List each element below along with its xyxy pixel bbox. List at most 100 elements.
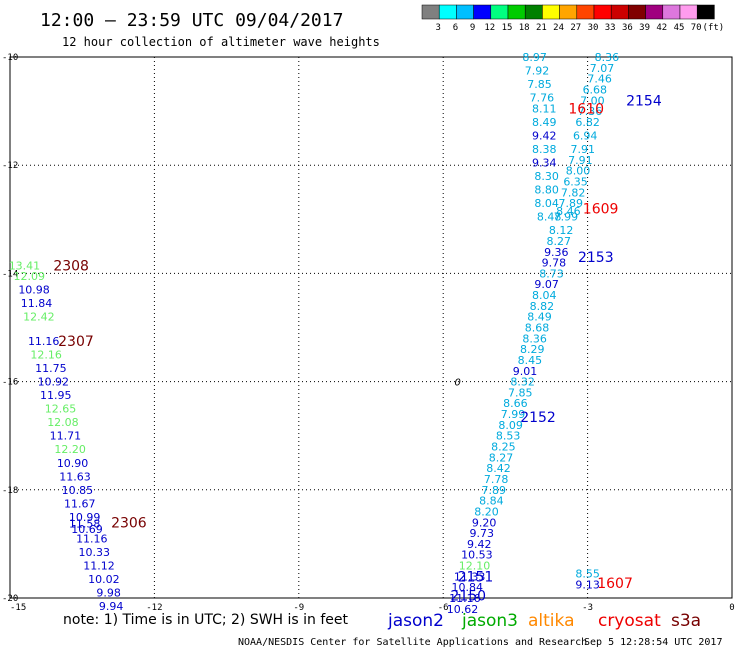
colorbar-swatch xyxy=(507,4,526,20)
wave-height-value: 9.94 xyxy=(99,600,124,613)
wave-height-value: 7.36 xyxy=(578,105,603,118)
colorbar-swatch xyxy=(679,4,698,20)
colorbar-label: 30 xyxy=(588,23,599,33)
colorbar-label: 39 xyxy=(639,23,650,33)
track-label: 2153 xyxy=(578,250,614,266)
wave-height-value: 8.84 xyxy=(479,495,504,508)
wave-height-value: 11.67 xyxy=(64,497,96,510)
track-label: 1607 xyxy=(597,576,633,592)
legend-entry: s3a xyxy=(671,611,701,631)
wave-height-value: 13.41 xyxy=(9,259,41,272)
track-label: 1610 xyxy=(568,101,604,117)
colorbar-label: 45 xyxy=(674,23,685,33)
track-label: 2151 xyxy=(458,569,494,585)
wave-height-value: 11.16 xyxy=(76,532,108,545)
wave-height-value: 8.55 xyxy=(575,568,600,581)
x-tick-label: -15 xyxy=(10,603,26,613)
wave-height-value: 11.71 xyxy=(50,430,82,443)
wave-height-value: 11.16 xyxy=(449,592,481,605)
colorbar-label: 24 xyxy=(553,23,564,33)
wave-height-value: 8.04 xyxy=(532,289,557,302)
legend-entry: jason2 xyxy=(387,611,444,631)
colorbar-label: 36 xyxy=(622,23,633,33)
colorbar-label: 27 xyxy=(570,23,581,33)
track-labels: 2308 2307 2306 1610 2154 1609 2153 2152 2151 2150… xyxy=(53,93,662,604)
wave-height-value: 10.99 xyxy=(69,511,101,524)
x-tick-label: 0 xyxy=(729,603,734,613)
wave-height-value: 10.62 xyxy=(447,603,479,616)
wave-height-value: 9.42 xyxy=(467,538,492,551)
wave-height-value: 10.02 xyxy=(88,573,120,586)
colorbar-label: 9 xyxy=(470,23,475,33)
wave-height-values: 13.4112.0910.9811.8412.4211.1612.1611.75… xyxy=(9,51,619,616)
wave-height-value: 8.11 xyxy=(532,102,557,115)
wave-height-value: 8.80 xyxy=(534,184,559,197)
track-label: 1609 xyxy=(583,201,619,217)
colorbar-label: 3 xyxy=(435,23,440,33)
x-tick-label: -6 xyxy=(438,603,449,613)
colorbar-swatch xyxy=(490,4,509,20)
colorbar-swatch xyxy=(610,4,629,20)
wave-height-value: 8.27 xyxy=(546,235,571,248)
wave-height-value: 12.65 xyxy=(45,403,77,416)
wave-height-value: 8.27 xyxy=(489,451,514,464)
wave-height-value: 8.53 xyxy=(496,430,521,443)
color-scale-bar: 3 6 9 12 15 18 21 24 27 30 33 36 39 42 45 70 (ft) xyxy=(421,4,725,33)
footer-note: note: 1) Time is in UTC; 2) SWH is in fe… xyxy=(63,612,349,628)
wave-height-value: 9.01 xyxy=(513,365,538,378)
legend-entry: jason3 xyxy=(461,611,518,631)
wave-height-value: 8.73 xyxy=(539,267,564,280)
colorbar-swatch xyxy=(576,4,595,20)
legend-entry: altika xyxy=(528,611,575,631)
wave-height-value: 8.49 xyxy=(527,311,552,324)
wave-height-value: 10.90 xyxy=(57,457,89,470)
colorbar-swatch xyxy=(473,4,492,20)
x-tick-label: -3 xyxy=(582,603,593,613)
wave-height-value: 8.00 xyxy=(566,165,591,178)
wave-height-value: 8.66 xyxy=(503,397,528,410)
wave-height-value: 8.12 xyxy=(549,224,574,237)
wave-height-value: 8.20 xyxy=(474,505,499,518)
wave-height-value: 8.04 xyxy=(534,197,559,210)
wave-height-value: 7.99 xyxy=(501,408,526,421)
wave-height-value: 10.33 xyxy=(78,546,110,559)
wave-height-value: 8.42 xyxy=(486,462,511,475)
y-tick-label: -10 xyxy=(2,53,18,63)
colorbar-swatch xyxy=(696,4,715,20)
satellite-legend: jason2 jason3 altika cryosat s3a xyxy=(387,611,701,631)
wave-height-value: 11.63 xyxy=(59,470,91,483)
wave-height-value: 8.36 xyxy=(595,51,620,64)
colorbar-swatch xyxy=(662,4,681,20)
wave-height-value: 7.07 xyxy=(590,62,615,75)
wave-height-value: 6.82 xyxy=(575,116,600,129)
colorbar-swatch xyxy=(542,4,560,20)
wave-height-value: 8.36 xyxy=(522,332,547,345)
wave-height-value: 8.45 xyxy=(518,354,543,367)
wave-height-value: 10.92 xyxy=(38,376,70,389)
wave-height-value: 6.35 xyxy=(563,175,588,188)
wave-height-value: 9.07 xyxy=(534,278,559,291)
wave-height-value: 12.08 xyxy=(47,416,79,429)
colorbar-label: (ft) xyxy=(703,23,725,33)
wave-height-value: 11.75 xyxy=(35,362,67,375)
wave-height-value: 12.09 xyxy=(14,270,46,283)
colorbar-swatch xyxy=(456,4,474,20)
wave-height-value: 8.82 xyxy=(530,300,555,313)
wave-height-value: 9.20 xyxy=(472,516,497,529)
wave-height-value: 7.00 xyxy=(580,94,605,107)
colorbar-swatch xyxy=(645,4,664,20)
colorbar-label: 18 xyxy=(519,23,530,33)
colorbar-label: 15 xyxy=(502,23,513,33)
wave-height-value: 7.91 xyxy=(568,154,593,167)
footer-credit: NOAA/NESDIS Center for Satellite Applica… xyxy=(238,637,587,648)
x-tick-label: -9 xyxy=(293,603,304,613)
track-label: 2307 xyxy=(58,334,94,350)
wave-height-value: 11.58 xyxy=(69,517,101,530)
colorbar-label: 12 xyxy=(484,23,495,33)
footer-timestamp: Sep 5 12:28:54 UTC 2017 xyxy=(584,637,722,648)
y-tick-label: -16 xyxy=(2,378,18,388)
wave-height-value: 11.33 xyxy=(454,570,486,583)
wave-height-value: 7.89 xyxy=(559,197,584,210)
wave-height-value: 7.99 xyxy=(554,211,579,224)
